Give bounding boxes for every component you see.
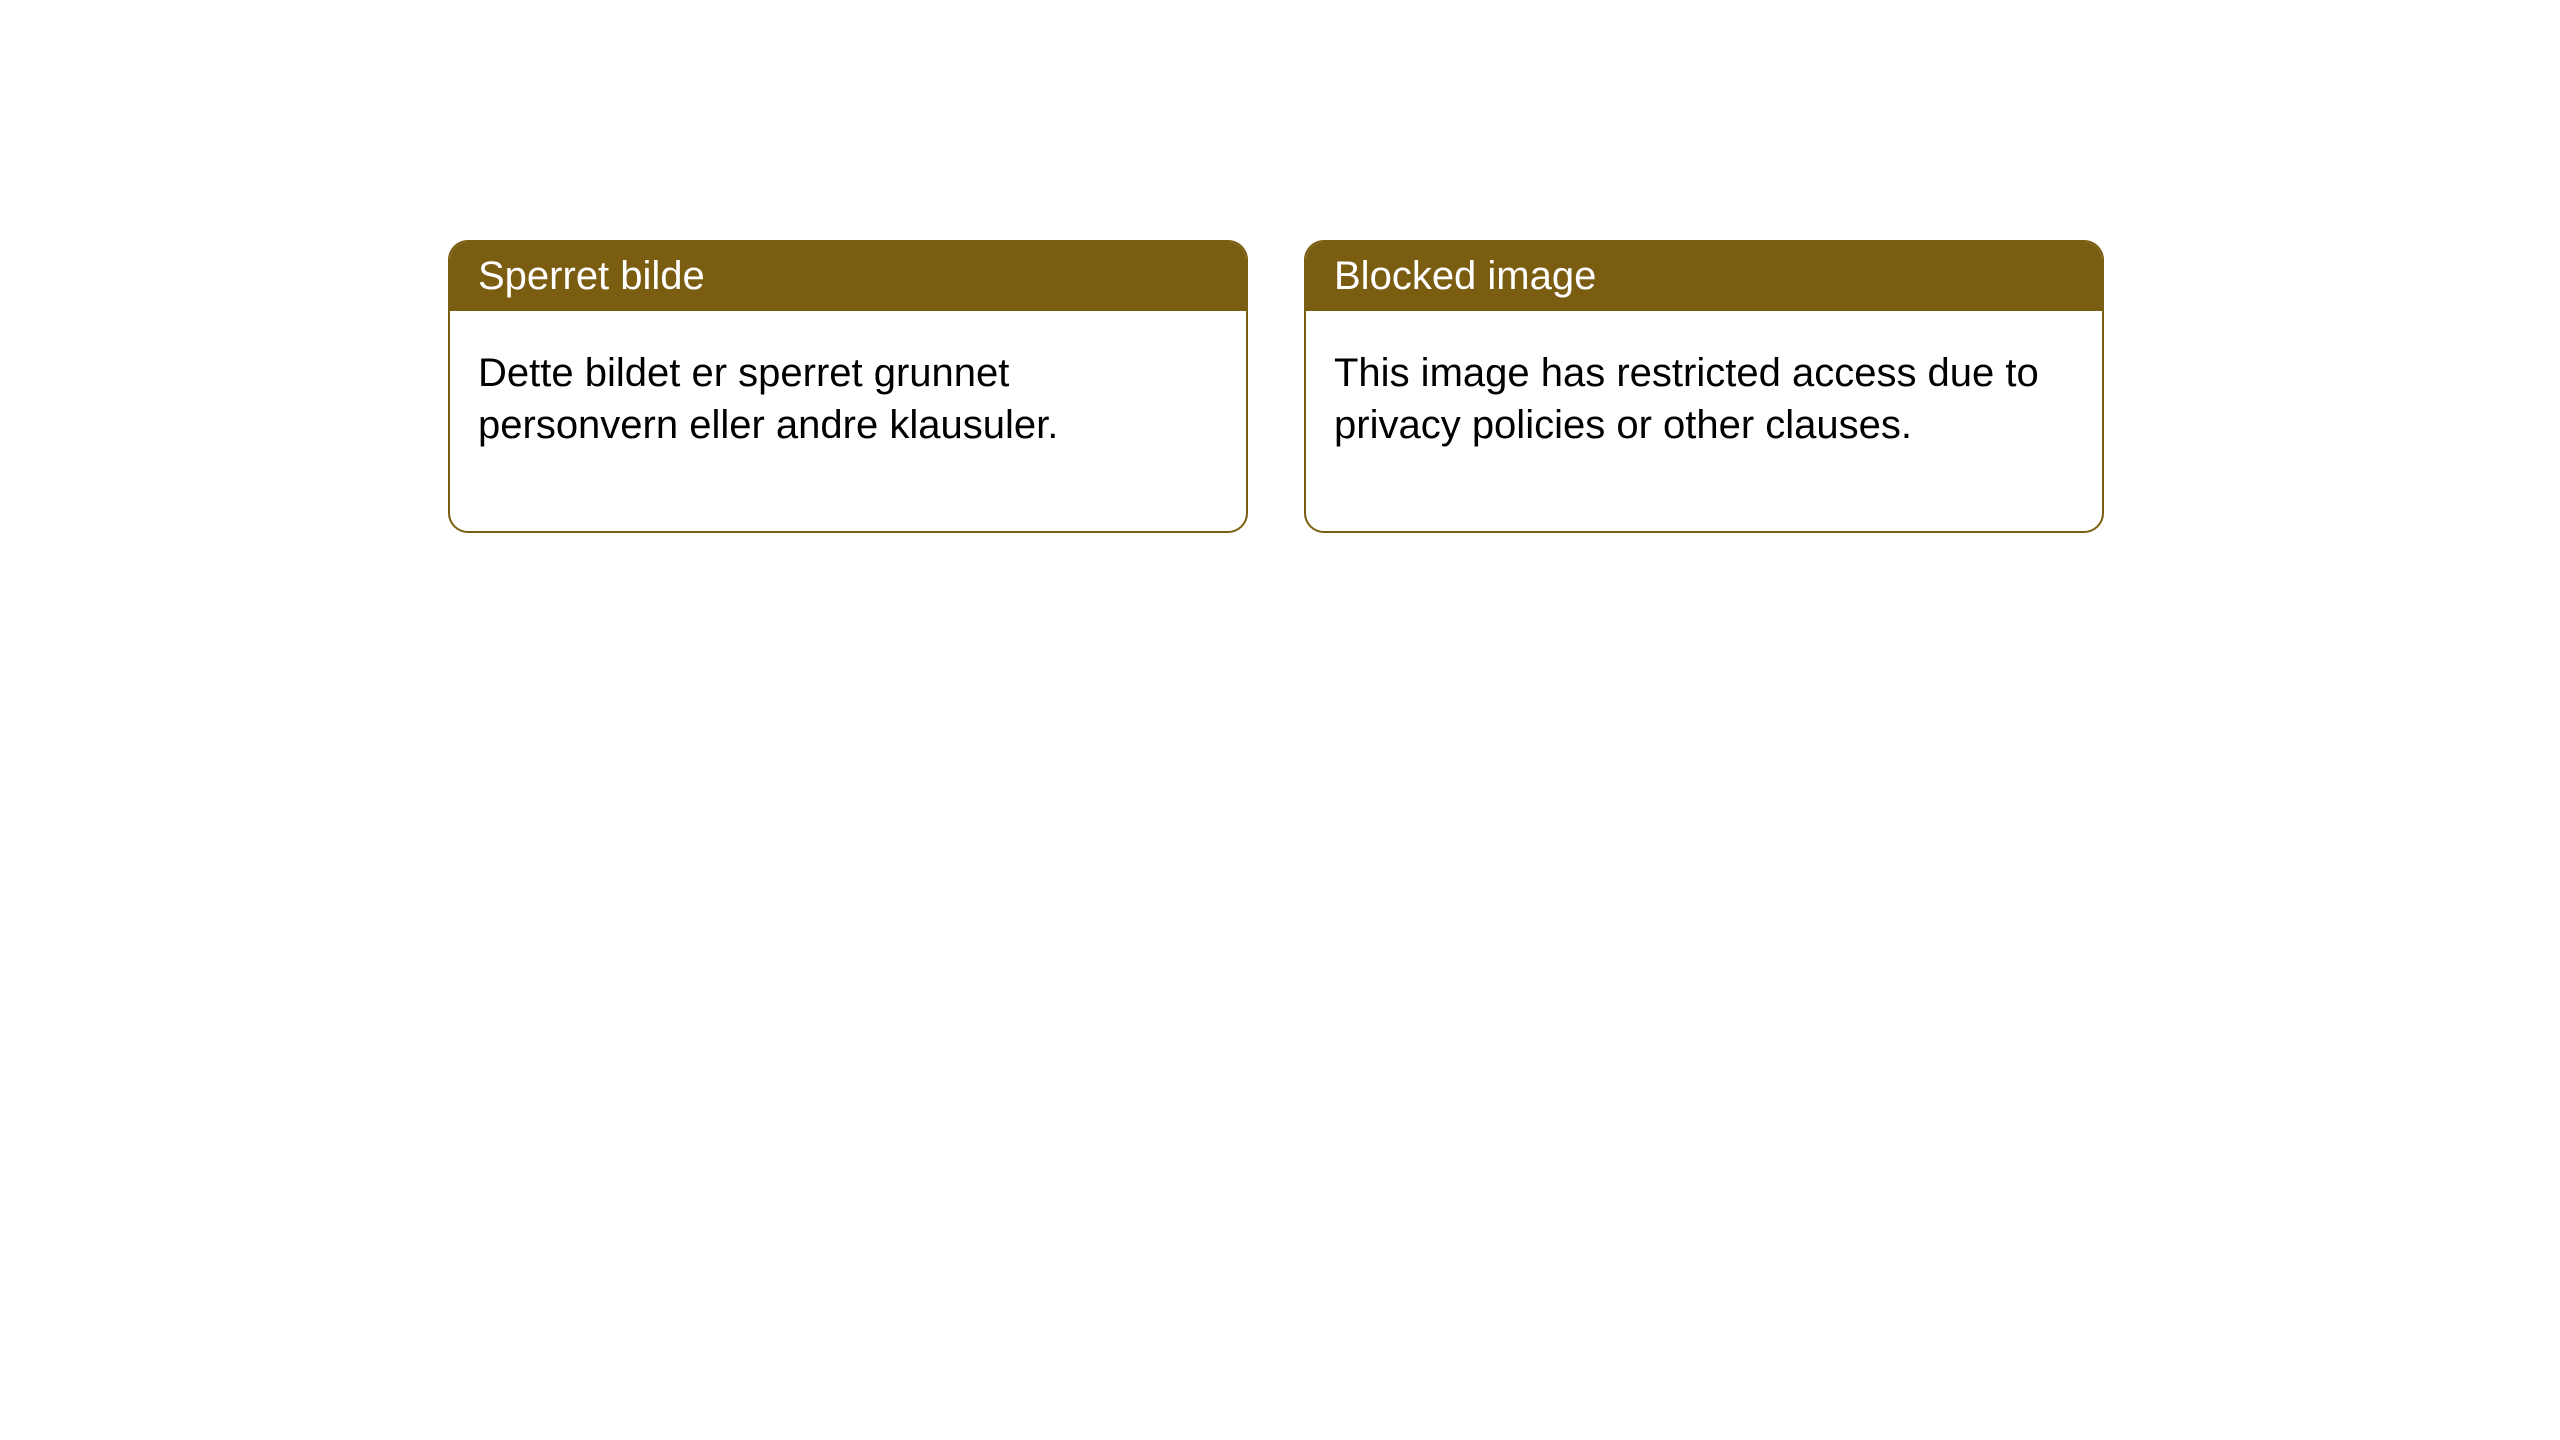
card-header-english: Blocked image [1306,242,2102,311]
cards-container: Sperret bilde Dette bildet er sperret gr… [448,240,2104,533]
card-norwegian: Sperret bilde Dette bildet er sperret gr… [448,240,1248,533]
card-english: Blocked image This image has restricted … [1304,240,2104,533]
card-header-norwegian: Sperret bilde [450,242,1246,311]
card-body-norwegian: Dette bildet er sperret grunnet personve… [450,311,1246,531]
card-title-norwegian: Sperret bilde [478,254,705,298]
card-title-english: Blocked image [1334,254,1596,298]
card-text-norwegian: Dette bildet er sperret grunnet personve… [478,351,1058,447]
card-body-english: This image has restricted access due to … [1306,311,2102,531]
card-text-english: This image has restricted access due to … [1334,351,2039,447]
